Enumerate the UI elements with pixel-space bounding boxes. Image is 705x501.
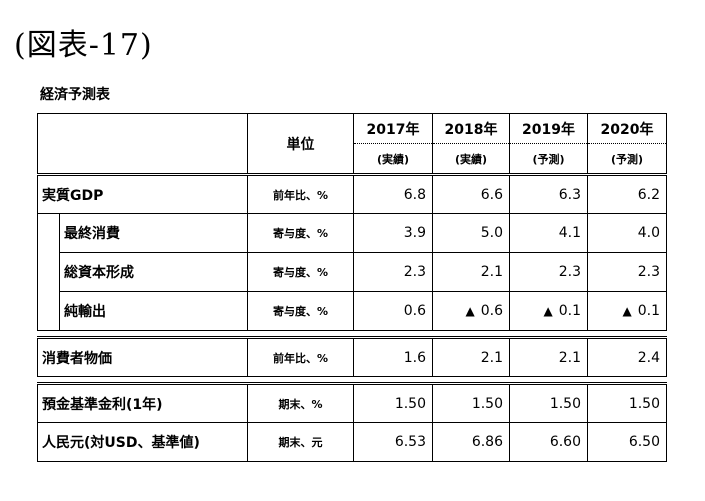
row-value: 3.9 (353, 213, 433, 253)
table-row: 最終消費 寄与度、% 3.9 5.0 4.1 4.0 (37, 213, 667, 253)
indent-cell (37, 213, 60, 253)
header-unit: 単位 (247, 113, 354, 175)
forecast-table: 単位 2017年 2018年 2019年 2020年 (実績) (実績) (予測… (37, 113, 667, 462)
row-unit: 寄与度、% (247, 252, 354, 292)
row-value: 6.6 (432, 173, 510, 214)
header-row-years: 単位 2017年 2018年 2019年 2020年 (37, 113, 667, 175)
figure-title: (図表-17) (14, 28, 153, 63)
row-value: 2.3 (353, 252, 433, 292)
negative-triangle-icon: ▲ (622, 304, 632, 318)
row-value: 6.2 (587, 173, 667, 214)
row-value: 6.60 (509, 422, 588, 462)
row-value: 6.3 (509, 173, 588, 214)
row-unit: 前年比、% (247, 173, 354, 214)
row-value: 2.3 (509, 252, 588, 292)
header-year: 2018年 (432, 113, 510, 144)
table-row: 人民元(対USD、基準値) 期末、元 6.53 6.86 6.60 6.50 (37, 422, 667, 462)
row-value: ▲ 0.6 (432, 291, 510, 331)
table-title: 経済予測表 (40, 87, 110, 103)
row-value: 5.0 (432, 213, 510, 253)
value-text: 0.1 (637, 303, 660, 319)
table-row: 総資本形成 寄与度、% 2.3 2.1 2.3 2.3 (37, 252, 667, 292)
row-value: 1.50 (509, 382, 588, 423)
row-value: 6.53 (353, 422, 433, 462)
header-year: 2019年 (509, 113, 588, 144)
value-text: 0.6 (480, 303, 503, 319)
negative-triangle-icon: ▲ (465, 304, 475, 318)
row-value: 2.1 (509, 336, 588, 377)
row-value: 4.1 (509, 213, 588, 253)
row-label: 総資本形成 (59, 252, 248, 292)
row-unit: 期末、% (247, 382, 354, 423)
row-value: 1.50 (432, 382, 510, 423)
row-unit: 寄与度、% (247, 213, 354, 253)
indent-cell (37, 252, 60, 292)
row-label: 人民元(対USD、基準値) (37, 422, 248, 462)
row-unit: 寄与度、% (247, 291, 354, 331)
row-value: 1.50 (587, 382, 667, 423)
header-year: 2020年 (587, 113, 667, 144)
row-unit: 期末、元 (247, 422, 354, 462)
row-separator (37, 330, 667, 338)
table-row: 実質GDP 前年比、% 6.8 6.6 6.3 6.2 (37, 173, 667, 214)
row-value: 2.1 (432, 252, 510, 292)
row-label: 消費者物価 (37, 336, 248, 377)
row-value: ▲ 0.1 (587, 291, 667, 331)
table-row: 消費者物価 前年比、% 1.6 2.1 2.1 2.4 (37, 336, 667, 377)
row-separator (37, 376, 667, 384)
row-label: 最終消費 (59, 213, 248, 253)
row-unit: 前年比、% (247, 336, 354, 377)
row-value: 1.50 (353, 382, 433, 423)
value-text: 0.1 (558, 303, 581, 319)
row-value: 2.3 (587, 252, 667, 292)
row-value: 4.0 (587, 213, 667, 253)
header-blank-cell (37, 113, 248, 175)
row-value: 0.6 (353, 291, 433, 331)
table-row: 純輸出 寄与度、% 0.6 ▲ 0.6 ▲ 0.1 ▲ 0.1 (37, 291, 667, 331)
row-value: 6.50 (587, 422, 667, 462)
header-row-notes: (実績) (実績) (予測) (予測) (38, 143, 667, 175)
header-year: 2017年 (353, 113, 433, 144)
row-value: 6.86 (432, 422, 510, 462)
header-note: (実績) (432, 143, 510, 175)
header-note: (予測) (587, 143, 667, 175)
indent-cell (37, 291, 60, 331)
row-value: 2.4 (587, 336, 667, 377)
row-value: 2.1 (432, 336, 510, 377)
negative-triangle-icon: ▲ (543, 304, 553, 318)
header-note: (実績) (353, 143, 433, 175)
row-value: 6.8 (353, 173, 433, 214)
row-label: 純輸出 (59, 291, 248, 331)
header-note: (予測) (509, 143, 588, 175)
row-value: ▲ 0.1 (509, 291, 588, 331)
row-label: 預金基準金利(1年) (37, 382, 248, 423)
row-value: 1.6 (353, 336, 433, 377)
row-label: 実質GDP (37, 173, 248, 214)
table-row: 預金基準金利(1年) 期末、% 1.50 1.50 1.50 1.50 (37, 382, 667, 423)
